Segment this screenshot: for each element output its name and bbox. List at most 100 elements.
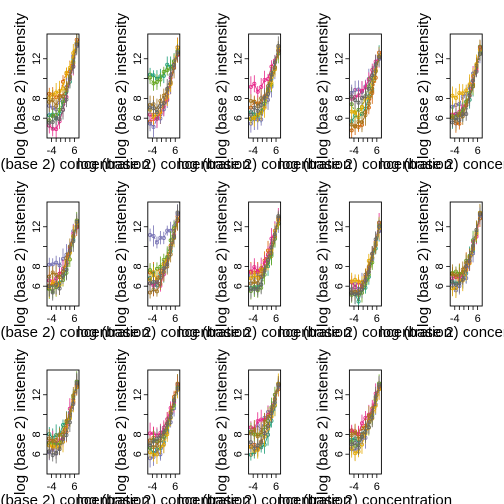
y-axis-title: log (base 2) instensity: [12, 181, 29, 327]
x-tick-label: 6: [273, 313, 279, 325]
data-point: [366, 413, 371, 418]
data-point: [450, 272, 455, 277]
data-point: [353, 110, 358, 115]
data-point: [356, 445, 361, 450]
data-point: [269, 411, 274, 416]
y-tick-label: 12: [132, 389, 144, 401]
data-point: [370, 89, 375, 94]
data-point: [464, 112, 469, 117]
data-point: [252, 446, 257, 451]
data-point: [151, 233, 156, 238]
data-point: [255, 89, 260, 94]
data-point: [154, 280, 159, 285]
data-point: [47, 449, 52, 454]
data-point: [54, 282, 59, 287]
x-tick-label: 6: [172, 313, 178, 325]
y-tick-label: 8: [233, 431, 245, 437]
data-point: [54, 450, 59, 455]
data-point: [161, 442, 166, 447]
data-point: [272, 400, 277, 405]
panel-series: [248, 36, 281, 133]
data-point: [165, 86, 170, 91]
y-tick-label: 12: [333, 221, 345, 233]
data-point: [269, 245, 274, 250]
plot-frame: [46, 33, 80, 139]
data-point: [255, 286, 260, 291]
data-point: [50, 438, 55, 443]
x-tick-label: 6: [374, 481, 380, 493]
data-point: [57, 286, 62, 291]
data-point: [467, 258, 472, 263]
data-point: [67, 420, 72, 425]
data-point: [370, 73, 375, 78]
x-tick-label: -4: [349, 313, 359, 325]
x-tick-label: -4: [147, 145, 157, 157]
data-point: [349, 94, 354, 99]
y-axis-title: log (base 2) instensity: [214, 13, 231, 159]
data-point: [453, 116, 458, 121]
data-point: [158, 77, 163, 82]
y-tick-label: 8: [434, 95, 446, 101]
data-point: [373, 394, 378, 399]
x-tick-label: -4: [47, 313, 57, 325]
y-axis-title: log (base 2) instensity: [214, 181, 231, 327]
panel-series: [148, 37, 180, 138]
data-point: [158, 434, 163, 439]
data-point: [71, 239, 76, 244]
data-point: [467, 93, 472, 98]
data-point: [252, 265, 257, 270]
data-point: [165, 68, 170, 73]
data-point: [460, 91, 465, 96]
y-tick-label: 6: [31, 283, 43, 289]
data-point: [377, 382, 382, 387]
data-point: [252, 427, 257, 432]
data-point: [64, 70, 69, 75]
data-point: [464, 264, 469, 269]
data-point: [373, 237, 378, 242]
panel-series: [148, 374, 180, 468]
x-axis-title: log (base 2) concentration: [0, 156, 150, 173]
data-point: [154, 79, 159, 84]
data-point: [54, 127, 59, 132]
data-point: [266, 424, 271, 429]
x-axis-title: log (base 2) concentration: [178, 492, 351, 504]
plot-frame: [46, 201, 80, 307]
y-tick-label: 12: [434, 53, 446, 65]
x-axis-title: log (base 2) concentration: [279, 492, 452, 504]
plot-frame: [147, 201, 181, 307]
x-tick-label: 6: [71, 145, 77, 157]
data-point: [47, 284, 52, 289]
data-point: [54, 438, 59, 443]
data-point: [370, 415, 375, 420]
y-tick-label: 6: [333, 451, 345, 457]
data-point: [54, 90, 59, 95]
x-tick-label: -4: [147, 481, 157, 493]
y-tick-label: 6: [233, 451, 245, 457]
data-point: [151, 439, 156, 444]
data-point: [71, 402, 76, 407]
data-point: [175, 210, 180, 215]
data-point: [363, 94, 368, 99]
y-tick-label: 6: [233, 115, 245, 121]
data-point: [353, 124, 358, 129]
data-point: [161, 235, 166, 240]
panel-series: [248, 373, 281, 461]
x-axis-title: log (base 2) concentration: [0, 492, 150, 504]
data-point: [363, 113, 368, 118]
y-axis-title: log (base 2) instensity: [314, 13, 331, 159]
data-point: [370, 251, 375, 256]
data-point: [259, 282, 264, 287]
data-point: [61, 108, 66, 113]
data-point: [255, 434, 260, 439]
data-point: [248, 84, 253, 89]
data-point: [276, 383, 281, 388]
data-point: [165, 262, 170, 267]
series-line: [452, 52, 481, 108]
